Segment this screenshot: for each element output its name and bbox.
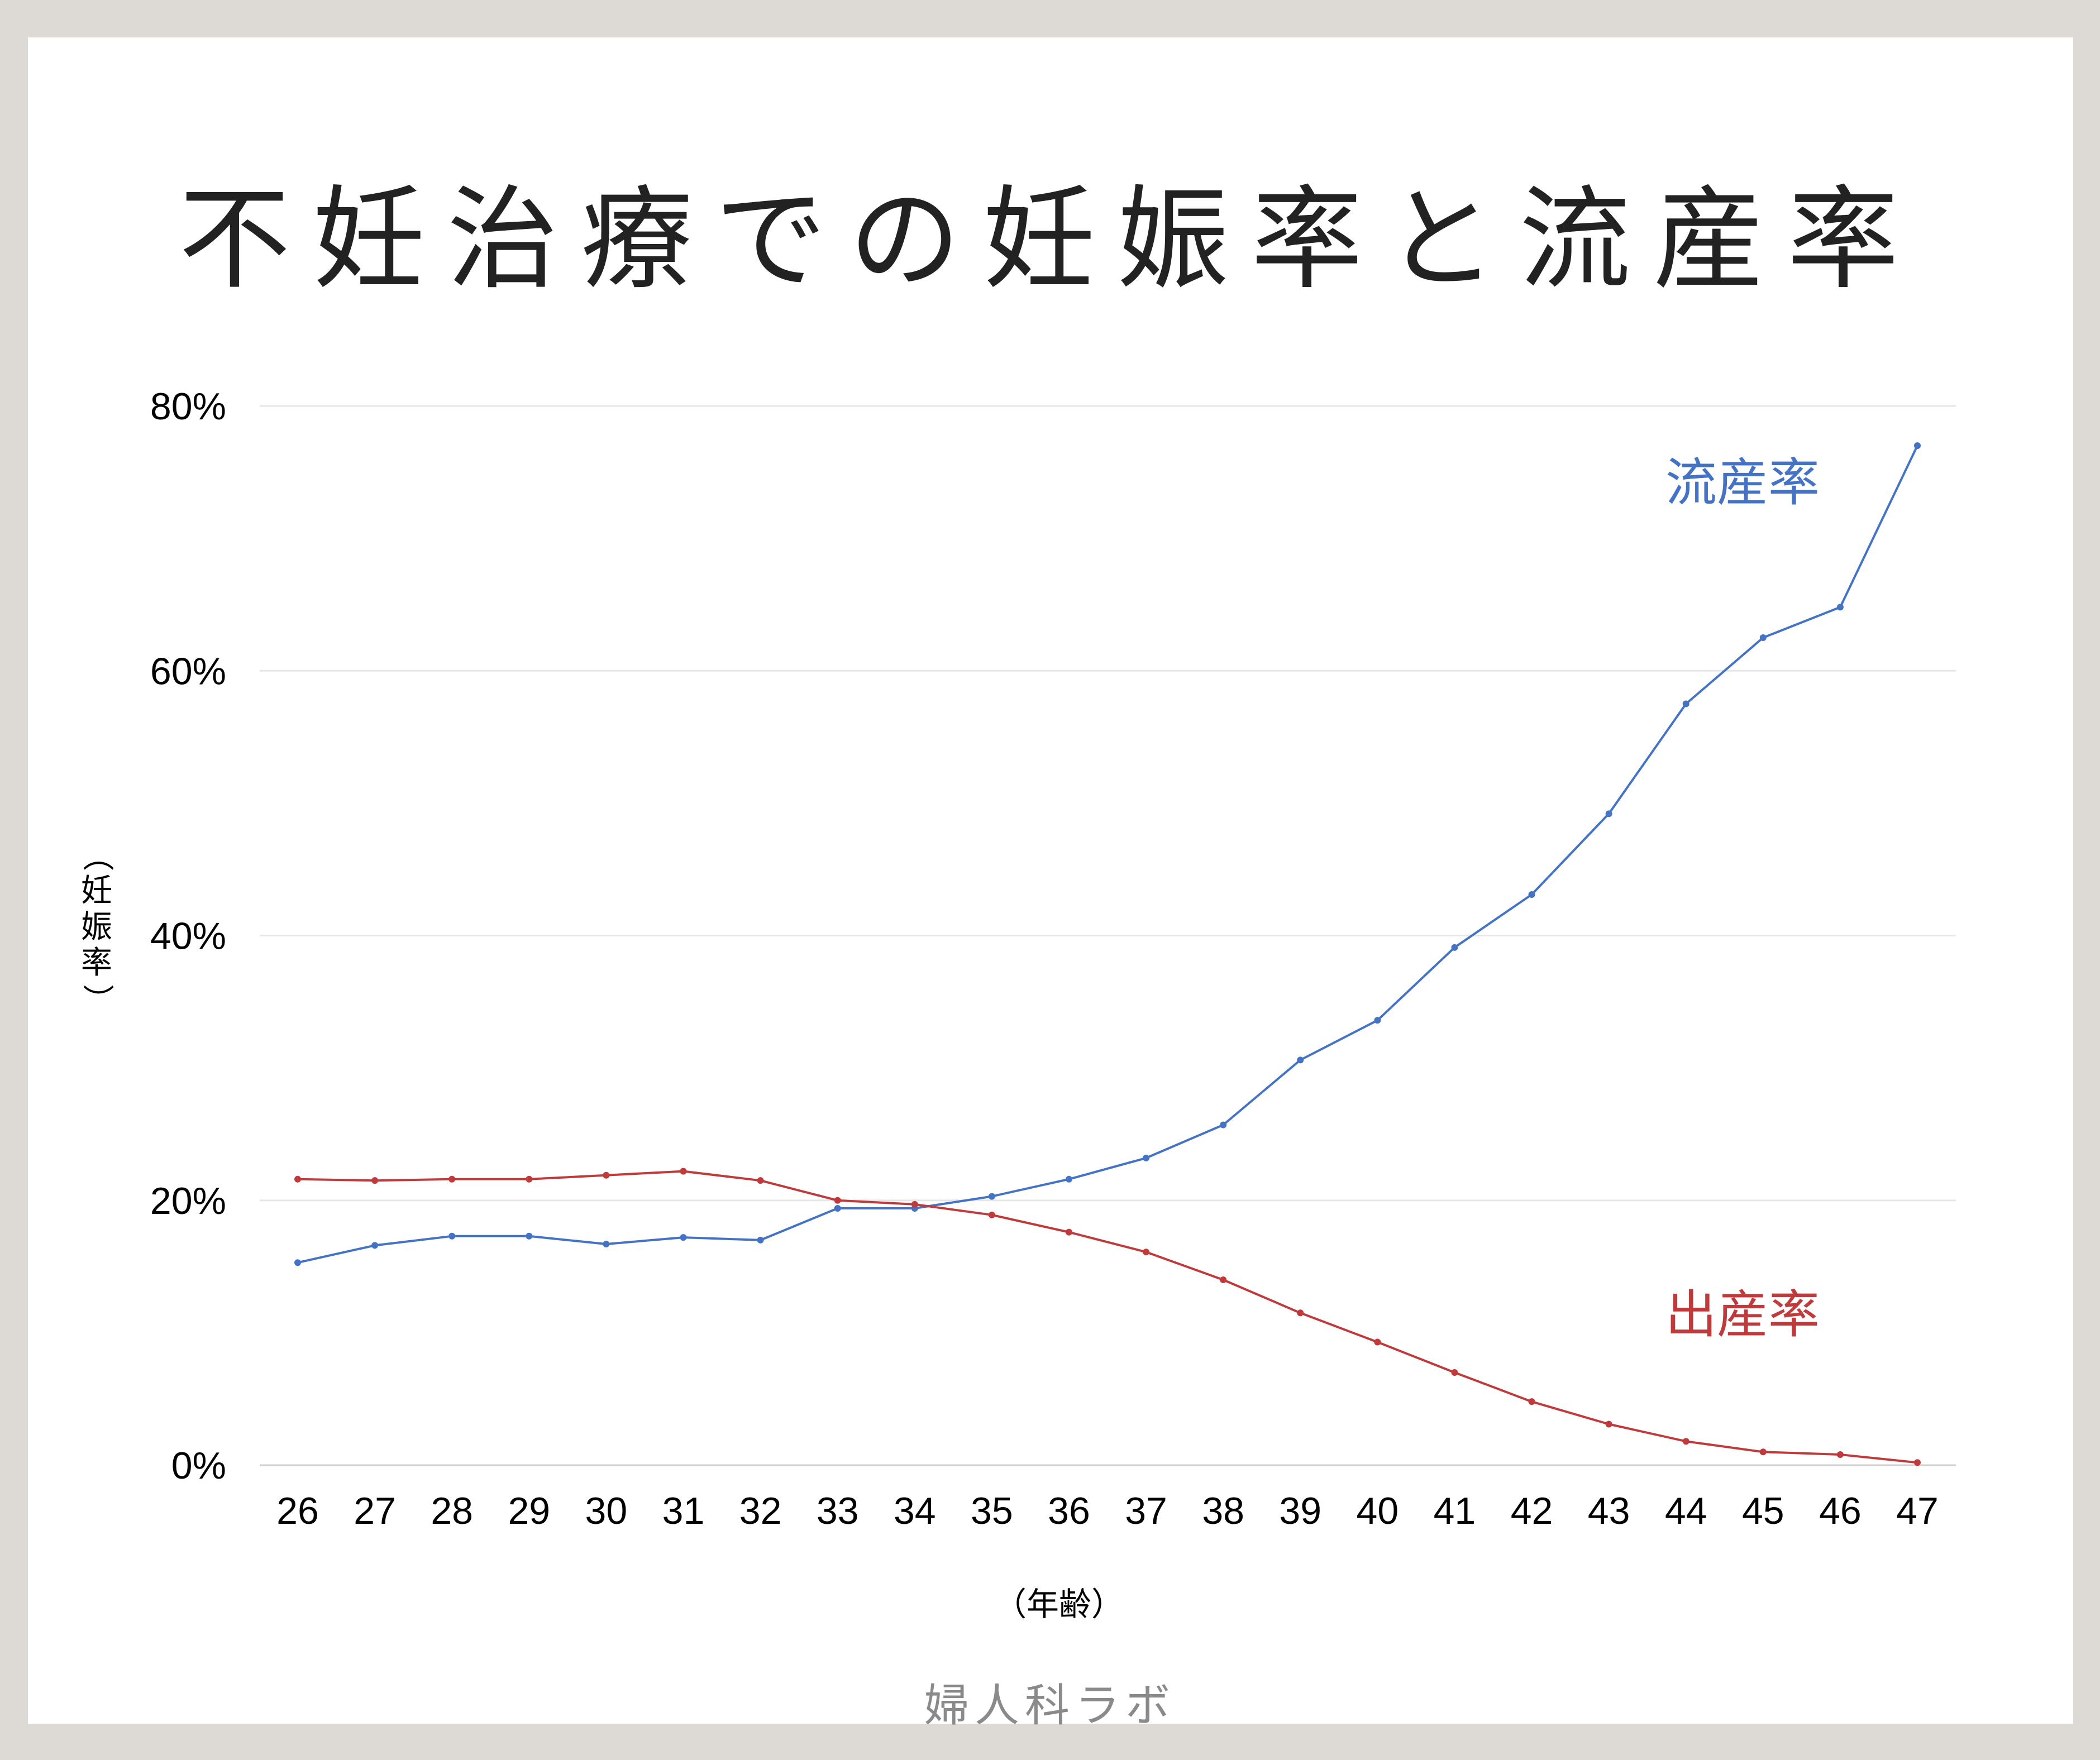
y-axis-label: （ 妊 娠 率 ）	[77, 838, 116, 1017]
data-point	[603, 1241, 610, 1248]
series-label-birth: 出産率	[1665, 1285, 1820, 1345]
data-point	[1297, 1309, 1304, 1317]
series-line-miscarriage	[297, 445, 1918, 1264]
data-point	[1836, 604, 1844, 611]
data-point	[1065, 1175, 1072, 1183]
x-tick-label: 41	[1434, 1490, 1476, 1532]
data-point	[680, 1168, 687, 1175]
x-tick-label: 45	[1742, 1490, 1784, 1532]
data-point	[294, 1259, 301, 1266]
y-axis-label-close: ）	[79, 983, 116, 1015]
x-axis-label: （年齢）	[994, 1585, 1124, 1623]
x-tick-label: 47	[1896, 1490, 1939, 1532]
data-point	[1605, 1421, 1612, 1428]
data-point	[1759, 634, 1767, 641]
chart-title: 不妊治療での妊娠率と流産率	[178, 175, 1921, 305]
data-point	[1374, 1338, 1381, 1346]
data-point	[834, 1197, 841, 1204]
series-lines	[297, 445, 1918, 1464]
x-tick-label: 38	[1202, 1490, 1244, 1532]
data-point	[1759, 1448, 1767, 1456]
data-point	[988, 1211, 995, 1218]
data-point	[1143, 1249, 1150, 1256]
site-logo-text: 婦人科ラボ	[924, 1680, 1176, 1732]
data-point	[680, 1234, 687, 1241]
data-point	[1528, 1398, 1535, 1405]
x-tick-label: 30	[585, 1490, 628, 1532]
x-tick-label: 40	[1357, 1490, 1399, 1532]
data-point	[448, 1175, 456, 1183]
y-tick-label: 20%	[150, 1180, 226, 1222]
series-label-miscarriage: 流産率	[1665, 453, 1820, 513]
data-point	[757, 1236, 764, 1244]
chart-card	[28, 37, 2073, 1724]
data-point	[988, 1193, 995, 1200]
x-tick-label: 35	[971, 1490, 1013, 1532]
y-tick-label: 80%	[150, 385, 226, 428]
grid-lines	[260, 405, 1956, 1466]
data-point	[448, 1232, 456, 1240]
y-tick-label: 0%	[171, 1445, 226, 1487]
x-tick-label: 33	[817, 1490, 859, 1532]
data-point	[1374, 1017, 1381, 1024]
data-point	[1297, 1056, 1304, 1064]
x-tick-label: 32	[739, 1490, 782, 1532]
data-point	[526, 1175, 533, 1183]
x-tick-label: 39	[1279, 1490, 1321, 1532]
x-tick-label: 31	[662, 1490, 705, 1532]
series-points	[294, 442, 1921, 1466]
data-point	[1836, 1451, 1844, 1458]
data-point	[1143, 1154, 1150, 1161]
data-point	[757, 1177, 764, 1184]
x-tick-label: 28	[431, 1490, 473, 1532]
data-point	[911, 1201, 918, 1208]
data-point	[526, 1232, 533, 1240]
data-point	[1605, 810, 1612, 817]
y-tick-labels: 0% 20% 40% 60% 80%	[150, 385, 226, 1487]
x-tick-labels: 26 27 28 29 30 31 32 33 34 35 36 37 38 39 40 41 42 43 44 45…	[276, 1490, 1939, 1532]
series-line-birth	[297, 1170, 1918, 1464]
data-point	[603, 1171, 610, 1179]
data-point	[1682, 1438, 1689, 1445]
x-tick-label: 29	[508, 1490, 550, 1532]
data-point	[834, 1204, 841, 1212]
data-point	[371, 1177, 379, 1184]
data-point	[294, 1175, 301, 1183]
data-point	[1220, 1276, 1227, 1284]
y-tick-label: 60%	[150, 650, 226, 692]
y-axis-label-char: 率	[81, 945, 112, 982]
x-tick-label: 36	[1048, 1490, 1090, 1532]
x-tick-label: 27	[354, 1490, 396, 1532]
x-tick-label: 34	[894, 1490, 936, 1532]
x-tick-label: 44	[1665, 1490, 1707, 1532]
data-point	[1914, 1459, 1921, 1466]
data-point	[1682, 700, 1689, 707]
x-tick-label: 26	[276, 1490, 319, 1532]
y-axis-label-char: 娠	[81, 908, 112, 945]
y-axis-label-open: （	[79, 840, 116, 872]
data-point	[371, 1242, 379, 1249]
data-point	[1451, 1369, 1458, 1376]
data-point	[1528, 891, 1535, 898]
data-point	[1451, 944, 1458, 951]
data-point	[1065, 1228, 1072, 1236]
x-tick-label: 43	[1588, 1490, 1630, 1532]
y-axis-label-char: 妊	[81, 873, 112, 910]
data-point	[1220, 1121, 1227, 1128]
data-point	[1914, 442, 1921, 449]
x-tick-label: 46	[1819, 1490, 1862, 1532]
y-tick-label: 40%	[150, 915, 226, 958]
x-tick-label: 42	[1511, 1490, 1553, 1532]
x-tick-label: 37	[1125, 1490, 1167, 1532]
